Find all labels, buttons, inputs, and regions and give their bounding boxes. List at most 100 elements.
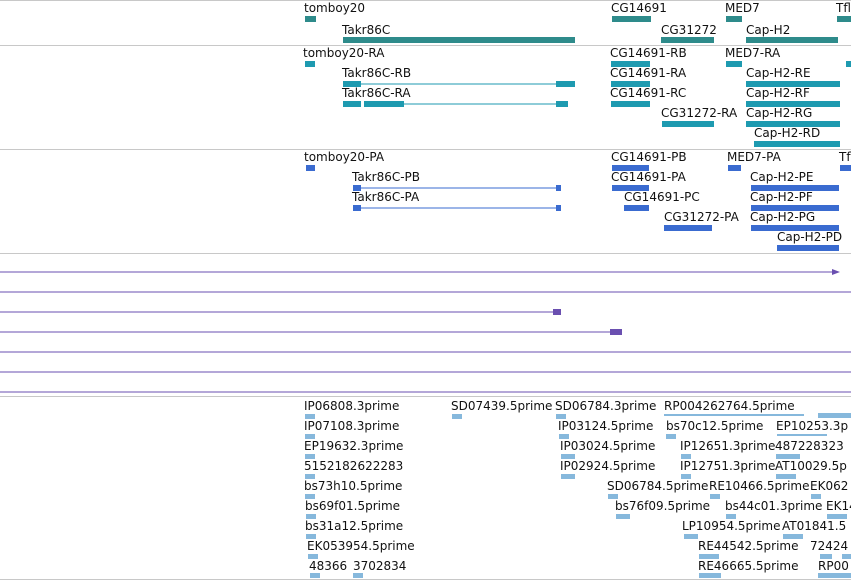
est-feature[interactable]	[353, 573, 363, 578]
gene-feature-cg14691[interactable]	[612, 16, 651, 22]
est-feature[interactable]	[305, 454, 315, 459]
transcript-label[interactable]: CG31272-RA	[661, 106, 738, 120]
est-feature[interactable]	[710, 494, 720, 499]
protein-feature[interactable]	[728, 165, 741, 171]
protein-label[interactable]: Cap-H2-PD	[777, 230, 842, 244]
transcript-label[interactable]: Takr86C-RB	[341, 66, 411, 80]
protein-label[interactable]: CG14691-PC	[624, 190, 700, 204]
protein-feature[interactable]	[306, 165, 315, 171]
est-label[interactable]: IP12751.3prime	[680, 459, 775, 473]
est-feature[interactable]	[306, 534, 316, 539]
transcript-feature[interactable]	[343, 81, 361, 87]
est-feature[interactable]	[699, 573, 721, 578]
est-label[interactable]: RP004262764.5prime	[664, 399, 795, 413]
gene-label-tfl[interactable]: Tfl	[835, 1, 851, 15]
protein-label[interactable]: CG14691-PA	[611, 170, 687, 184]
protein-label[interactable]: Cap-H2-PF	[750, 190, 813, 204]
transcript-feature[interactable]	[611, 81, 650, 87]
transcript-label[interactable]: Takr86C-RA	[341, 86, 411, 100]
est-feature[interactable]	[310, 573, 320, 578]
transcript-feature[interactable]	[556, 81, 575, 87]
est-label[interactable]: 72424	[810, 539, 848, 553]
transcript-label[interactable]: Cap-H2-RD	[754, 126, 820, 140]
est-label[interactable]: RE46665.5prime	[698, 559, 799, 573]
est-label[interactable]: 5152182622283	[304, 459, 403, 473]
gene-feature-tfl[interactable]	[837, 16, 851, 22]
est-label[interactable]: SD07439.5prime	[451, 399, 552, 413]
est-feature[interactable]	[684, 534, 698, 539]
est-feature[interactable]	[556, 414, 566, 419]
est-label[interactable]: IP07108.3prime	[304, 419, 399, 433]
est-feature[interactable]	[306, 514, 316, 519]
protein-label[interactable]: Takr86C-PB	[351, 170, 420, 184]
protein-feature[interactable]	[612, 185, 649, 191]
protein-feature[interactable]	[751, 225, 839, 231]
protein-label[interactable]: Cap-H2-PE	[750, 170, 814, 184]
transcript-feature[interactable]	[746, 81, 840, 87]
transcript-feature[interactable]	[754, 141, 840, 147]
transcript-label[interactable]: CG14691-RC	[610, 86, 686, 100]
gene-label-takr86c[interactable]: Takr86C	[341, 23, 390, 37]
est-feature[interactable]	[777, 434, 827, 436]
protein-label[interactable]: MED7-PA	[727, 150, 782, 164]
gene-feature-cg31272[interactable]	[661, 37, 714, 43]
est-label[interactable]: IP03124.5prime	[558, 419, 653, 433]
est-feature[interactable]	[452, 414, 462, 419]
transcript-feature[interactable]	[364, 101, 404, 107]
est-feature[interactable]	[305, 434, 315, 439]
gene-label-tomboy20[interactable]: tomboy20	[304, 1, 365, 15]
protein-label[interactable]: CG14691-PB	[611, 150, 687, 164]
est-feature[interactable]	[561, 454, 575, 459]
gene-label-cg14691[interactable]: CG14691	[611, 1, 667, 15]
est-label[interactable]: RE10466.5prime	[709, 479, 810, 493]
est-feature[interactable]	[811, 494, 821, 499]
protein-label[interactable]: Tfl	[838, 150, 851, 164]
transcript-label[interactable]: CG14691-RA	[610, 66, 687, 80]
est-feature[interactable]	[783, 534, 803, 539]
transcript-feature[interactable]	[746, 121, 840, 127]
est-label[interactable]: RP00	[818, 559, 849, 573]
protein-feature[interactable]	[624, 205, 649, 211]
transcript-label[interactable]: Cap-H2-RF	[746, 86, 810, 100]
protein-feature[interactable]	[353, 205, 361, 211]
transcript-label[interactable]: MED7-RA	[725, 46, 781, 60]
protein-feature[interactable]	[612, 165, 649, 171]
est-feature[interactable]	[776, 474, 796, 479]
est-label[interactable]: SD06784.3prime	[555, 399, 656, 413]
est-label[interactable]: bs69f01.5prime	[305, 499, 400, 513]
protein-feature[interactable]	[777, 245, 839, 251]
est-feature[interactable]	[616, 514, 630, 519]
est-label[interactable]: LP10954.5prime	[682, 519, 781, 533]
est-feature[interactable]	[776, 454, 800, 459]
est-label[interactable]: EK053954.5prime	[307, 539, 415, 553]
est-label[interactable]: bs76f09.5prime	[615, 499, 710, 513]
est-feature[interactable]	[608, 494, 618, 499]
est-feature[interactable]	[681, 454, 691, 459]
est-label[interactable]: 487228323	[775, 439, 844, 453]
est-label[interactable]: 3702834	[353, 559, 406, 573]
est-label[interactable]: SD06784.5prime	[607, 479, 708, 493]
est-feature[interactable]	[818, 413, 851, 418]
est-feature[interactable]	[305, 414, 315, 419]
est-label[interactable]: AT01841.5	[782, 519, 846, 533]
est-label[interactable]: EK062	[810, 479, 848, 493]
transcript-label[interactable]: Cap-H2-RE	[746, 66, 811, 80]
est-feature[interactable]	[664, 414, 804, 416]
est-label[interactable]: AT10029.5p	[775, 459, 847, 473]
transcript-feature[interactable]	[611, 61, 650, 67]
est-feature[interactable]	[681, 474, 691, 479]
transcript-feature[interactable]	[746, 101, 840, 107]
est-label[interactable]: bs44c01.3prime	[725, 499, 822, 513]
protein-feature[interactable]	[556, 185, 561, 191]
protein-feature[interactable]	[353, 185, 361, 191]
protein-feature[interactable]	[751, 205, 839, 211]
est-label[interactable]: IP06808.3prime	[304, 399, 399, 413]
est-feature[interactable]	[820, 554, 832, 559]
est-feature[interactable]	[818, 573, 851, 578]
est-feature[interactable]	[827, 514, 847, 519]
gene-feature-tomboy20[interactable]	[305, 16, 316, 22]
transcript-feature[interactable]	[556, 101, 568, 107]
protein-feature[interactable]	[751, 185, 839, 191]
protein-feature[interactable]	[664, 225, 712, 231]
est-feature[interactable]	[666, 434, 676, 439]
